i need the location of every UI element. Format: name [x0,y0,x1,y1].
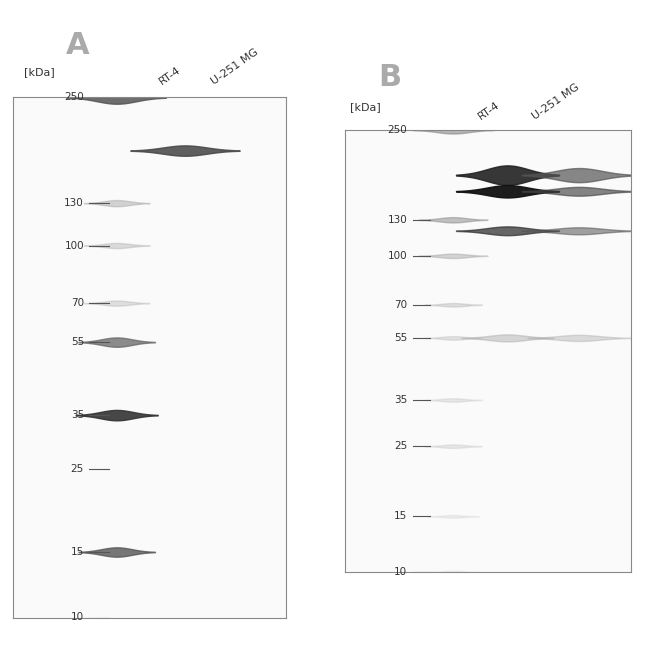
Text: 70: 70 [71,298,84,308]
Text: 70: 70 [395,300,408,310]
Text: 250: 250 [64,92,84,103]
Text: 55: 55 [394,333,408,343]
Text: U-251 MG: U-251 MG [209,47,261,87]
Text: [kDa]: [kDa] [350,102,381,112]
Text: 130: 130 [64,198,84,208]
Text: 25: 25 [71,465,84,474]
Text: 250: 250 [387,125,408,135]
Text: B: B [378,64,402,92]
Text: 15: 15 [394,512,408,521]
Text: RT-4: RT-4 [476,99,501,121]
Text: 55: 55 [71,337,84,347]
Text: 100: 100 [388,251,408,261]
Text: U-251 MG: U-251 MG [530,81,581,121]
Text: [kDa]: [kDa] [24,67,55,77]
Text: 25: 25 [394,441,408,451]
Text: 35: 35 [394,395,408,405]
Text: 10: 10 [395,567,408,577]
Text: 100: 100 [64,240,84,250]
Text: 130: 130 [387,214,408,225]
Text: A: A [66,31,90,60]
Text: 35: 35 [71,410,84,420]
Text: 15: 15 [71,547,84,557]
Text: 10: 10 [71,612,84,623]
Text: RT-4: RT-4 [158,65,183,87]
